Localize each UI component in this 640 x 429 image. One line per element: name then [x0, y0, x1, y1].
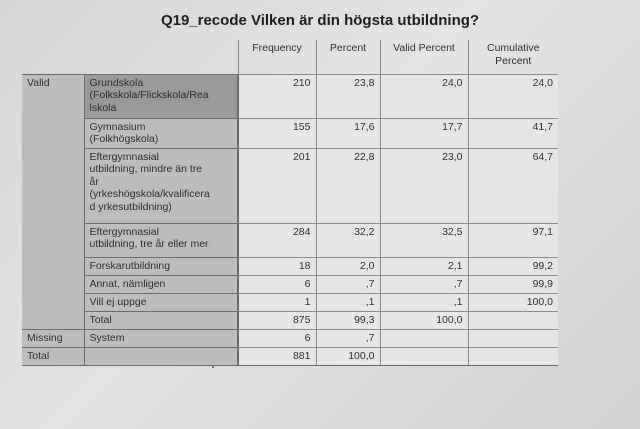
cell-frequency: 201	[237, 147, 316, 223]
table-row: Eftergymnasial utbildning, mindre än tre…	[22, 147, 558, 223]
cell-percent: 2,0	[315, 256, 380, 275]
cell-cumulative-percent: 24,0	[467, 73, 558, 118]
header-blank-2	[84, 40, 238, 74]
cell-percent: 17,6	[315, 117, 380, 148]
group-valid: Valid	[22, 73, 85, 329]
cell-frequency: 155	[237, 117, 316, 148]
table-row: Annat, nämligen 6,7,7 99,9	[22, 274, 558, 293]
row-label: System	[84, 328, 239, 347]
cell-empty	[379, 328, 468, 347]
total-row: Total 881 100,0	[22, 346, 558, 366]
cell-percent: ,7	[315, 274, 380, 293]
cell-valid-percent: 100,0	[379, 310, 468, 329]
cell-empty	[379, 346, 468, 366]
cell-empty	[467, 328, 558, 347]
cell-percent: 32,2	[315, 222, 380, 257]
header-row: Frequency Percent Valid Percent Cumulati…	[22, 40, 558, 74]
cell-frequency: 1	[237, 292, 316, 311]
table-row: Eftergymnasial utbildning, tre år eller …	[22, 222, 558, 257]
cell-frequency: 284	[237, 222, 316, 257]
cell-valid-percent: 17,7	[379, 117, 468, 148]
row-label: Eftergymnasial utbildning, tre år eller …	[84, 222, 239, 257]
cell-cumulative-percent: 41,7	[467, 117, 558, 148]
cell-percent: 22,8	[315, 147, 380, 223]
row-label: Grundskola (Folkskola/Flickskola/Rea lsk…	[84, 73, 239, 118]
cell-valid-percent: 23,0	[379, 147, 468, 223]
cell-valid-percent: 2,1	[379, 256, 468, 275]
table-row: Valid Grundskola (Folkskola/Flickskola/Re…	[22, 73, 558, 329]
cell-cumulative-percent: 99,9	[467, 274, 558, 293]
frequency-table: Frequency Percent Valid Percent Cumulati…	[22, 40, 558, 366]
cell-cumulative-percent: 97,1	[467, 222, 558, 257]
col-percent: Percent	[315, 40, 380, 74]
row-label-empty	[84, 346, 239, 366]
cell-cumulative-percent: 99,2	[467, 256, 558, 275]
cell-cumulative-percent: 64,7	[467, 147, 558, 223]
table-row: Forskarutbildning 18 2,0 2,1 99,2	[22, 256, 558, 275]
cell-frequency: 875	[237, 310, 316, 329]
row-label: Annat, nämligen	[84, 274, 239, 293]
cell-frequency: 6	[237, 274, 316, 293]
cell-valid-percent: 24,0	[379, 73, 468, 118]
row-label: Gymnasium (Folkhögskola)	[84, 117, 239, 148]
col-frequency: Frequency	[237, 40, 316, 74]
cell-valid-percent: ,7	[379, 274, 468, 293]
table-row: Total 875 99,3 100,0	[22, 310, 558, 329]
missing-row: Missing System 6,7	[22, 328, 558, 347]
cell-valid-percent: ,1	[379, 292, 468, 311]
cell-percent: 99,3	[315, 310, 380, 329]
table-title: Q19_recode Vilken är din högsta utbildni…	[160, 12, 480, 29]
group-total: Total	[22, 346, 85, 366]
table-row: Vill ej uppge 1,1,1 100,0	[22, 292, 558, 311]
header-blank	[22, 40, 84, 74]
cell-frequency: 18	[237, 256, 316, 275]
col-valid-percent: Valid Percent	[379, 40, 468, 74]
cell-percent: ,7	[315, 328, 380, 347]
table-row: Gymnasium (Folkhögskola) 155 17,6 17,7 41,7	[22, 117, 558, 148]
cell-cumulative-percent	[467, 310, 558, 329]
cell-frequency: 210	[237, 73, 316, 118]
group-missing: Missing	[22, 328, 85, 347]
cell-valid-percent: 32,5	[379, 222, 468, 257]
cell-empty	[467, 346, 558, 366]
screen-speck	[212, 366, 214, 368]
cell-frequency: 881	[237, 346, 316, 366]
cell-percent: 23,8	[315, 73, 380, 118]
row-label: Total	[84, 310, 239, 329]
col-cumulative-percent: Cumulative Percent	[467, 40, 558, 74]
cell-percent: ,1	[315, 292, 380, 311]
cell-percent: 100,0	[315, 346, 380, 366]
cell-cumulative-percent: 100,0	[467, 292, 558, 311]
row-label: Eftergymnasial utbildning, mindre än tre…	[84, 147, 239, 223]
row-label: Forskarutbildning	[84, 256, 239, 275]
cell-frequency: 6	[237, 328, 316, 347]
row-label: Vill ej uppge	[84, 292, 239, 311]
